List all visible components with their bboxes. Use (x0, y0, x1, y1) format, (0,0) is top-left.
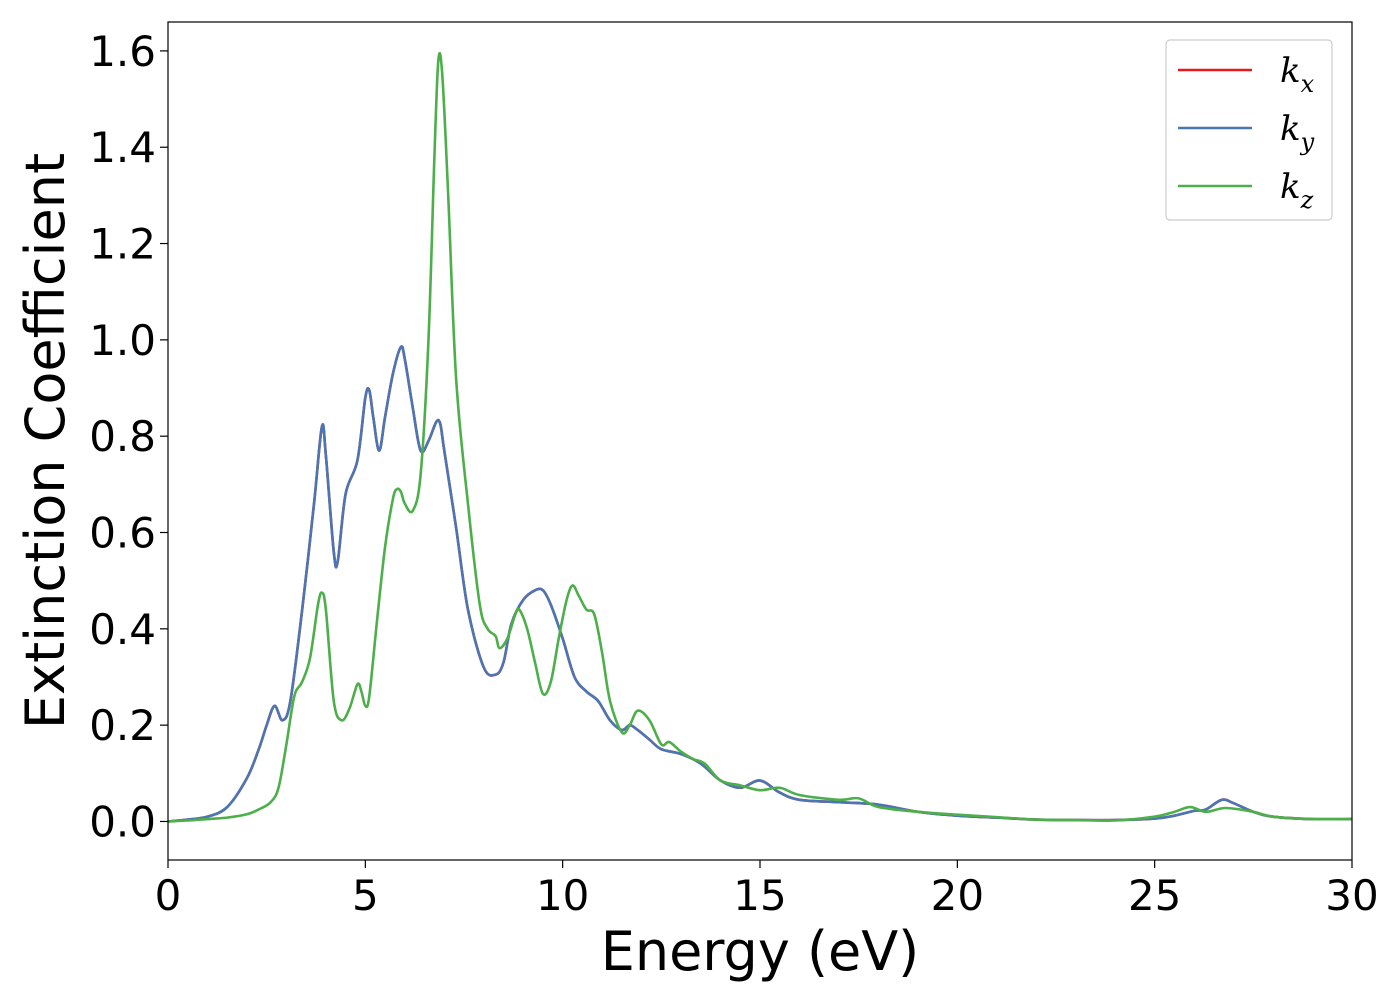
y-tick-label: 1.0 (89, 316, 156, 365)
x-axis-title: Energy (eV) (601, 920, 920, 983)
series-line-kz (168, 51, 1352, 823)
y-tick-label: 1.6 (89, 27, 156, 76)
x-tick-label: 0 (155, 871, 182, 920)
x-axis: 0 5 10 15 20 25 30 (155, 860, 1379, 920)
y-tick-label: 0.6 (89, 509, 156, 558)
x-tick-label: 15 (733, 871, 786, 920)
legend-subscript: x (1301, 70, 1315, 98)
series-line-ky (168, 345, 1352, 823)
series-layer (168, 51, 1352, 823)
x-tick-label: 25 (1128, 871, 1181, 920)
y-tick-label: 0.0 (89, 797, 156, 846)
legend-subscript: y (1300, 128, 1315, 156)
legend-box (1165, 39, 1333, 221)
y-tick-label: 0.4 (89, 605, 156, 654)
legend-subscript: z (1300, 186, 1314, 214)
x-tick-label: 10 (536, 871, 589, 920)
x-tick-label: 30 (1325, 871, 1378, 920)
y-tick-label: 0.8 (89, 412, 156, 461)
y-axis: 0.0 0.2 0.4 0.6 0.8 1.0 1.2 1.4 1.6 (89, 27, 168, 846)
y-axis-title: Extinction Coefficient (14, 153, 77, 729)
x-tick-label: 5 (352, 871, 379, 920)
x-tick-label: 20 (931, 871, 984, 920)
y-tick-label: 1.4 (89, 123, 156, 172)
y-tick-label: 0.2 (89, 701, 156, 750)
y-tick-label: 1.2 (89, 220, 156, 269)
series-line-kx (168, 345, 1352, 823)
